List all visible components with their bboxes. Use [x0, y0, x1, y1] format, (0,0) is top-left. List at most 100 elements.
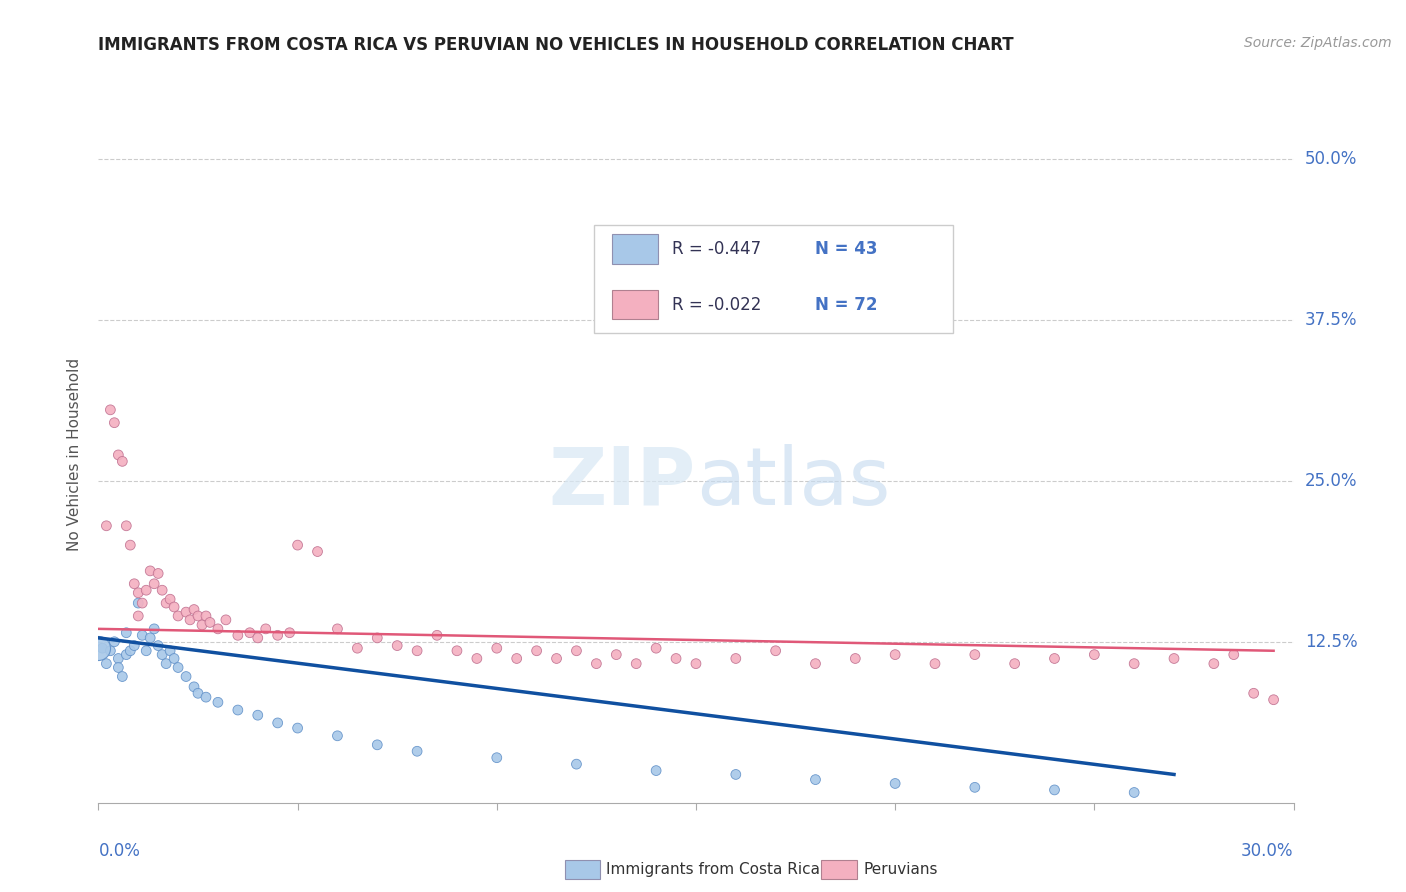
Point — [465, 651, 488, 665]
Point — [884, 776, 907, 790]
FancyBboxPatch shape — [612, 235, 658, 264]
Point — [135, 583, 157, 598]
Point — [1123, 785, 1146, 799]
Point — [159, 644, 181, 658]
Point — [107, 448, 129, 462]
Point — [107, 660, 129, 674]
Point — [624, 657, 647, 671]
Text: 12.5%: 12.5% — [1305, 632, 1357, 651]
Point — [724, 767, 747, 781]
Point — [131, 628, 153, 642]
Point — [143, 576, 166, 591]
Point — [278, 625, 301, 640]
Text: 37.5%: 37.5% — [1305, 310, 1357, 328]
Point — [115, 625, 138, 640]
Point — [159, 592, 181, 607]
Point — [131, 596, 153, 610]
Point — [485, 750, 508, 764]
Point — [1043, 783, 1066, 797]
Point — [1043, 651, 1066, 665]
Point — [1163, 651, 1185, 665]
Point — [924, 657, 946, 671]
Point — [98, 644, 122, 658]
Point — [167, 609, 190, 624]
Text: Peruvians: Peruvians — [863, 862, 938, 877]
Point — [155, 657, 177, 671]
Point — [307, 544, 329, 558]
Point — [174, 669, 197, 683]
Point — [103, 416, 125, 430]
Point — [127, 586, 149, 600]
FancyBboxPatch shape — [612, 290, 658, 319]
Point — [143, 622, 166, 636]
Point — [1004, 657, 1026, 671]
Point — [804, 772, 827, 787]
Point — [167, 660, 190, 674]
Point — [246, 631, 269, 645]
Point — [1202, 657, 1225, 671]
Point — [506, 651, 529, 665]
Point — [207, 695, 229, 709]
Point — [127, 596, 149, 610]
FancyBboxPatch shape — [595, 226, 953, 334]
Text: 25.0%: 25.0% — [1305, 472, 1357, 490]
Point — [804, 657, 827, 671]
Text: N = 72: N = 72 — [815, 295, 877, 314]
Point — [139, 564, 162, 578]
Y-axis label: No Vehicles in Household: No Vehicles in Household — [67, 359, 83, 551]
Point — [565, 757, 588, 772]
Point — [107, 651, 129, 665]
Point — [267, 715, 290, 730]
Point — [366, 631, 388, 645]
Point — [98, 402, 122, 417]
Point — [385, 639, 409, 653]
Point — [139, 631, 162, 645]
Point — [765, 644, 787, 658]
Point — [163, 651, 186, 665]
Point — [287, 538, 309, 552]
Point — [115, 648, 138, 662]
Point — [124, 639, 146, 653]
Point — [96, 657, 118, 671]
Point — [148, 566, 170, 581]
Point — [111, 669, 134, 683]
Point — [183, 680, 205, 694]
Point — [163, 599, 186, 614]
Point — [120, 644, 142, 658]
Point — [246, 708, 269, 723]
Text: 30.0%: 30.0% — [1241, 842, 1294, 860]
Point — [187, 609, 209, 624]
Point — [426, 628, 449, 642]
Text: ZIP: ZIP — [548, 443, 696, 522]
Point — [87, 641, 110, 656]
Text: N = 43: N = 43 — [815, 240, 877, 258]
Point — [103, 634, 125, 648]
Point — [194, 690, 218, 705]
Point — [150, 648, 173, 662]
Text: 0.0%: 0.0% — [98, 842, 141, 860]
Point — [215, 613, 238, 627]
Point — [198, 615, 221, 630]
Point — [1243, 686, 1265, 700]
Point — [148, 639, 170, 653]
Point — [446, 644, 468, 658]
Point — [884, 648, 907, 662]
Point — [724, 651, 747, 665]
Point — [187, 686, 209, 700]
Point — [96, 518, 118, 533]
Point — [267, 628, 290, 642]
Point — [135, 644, 157, 658]
Point — [226, 703, 249, 717]
Point — [645, 641, 668, 656]
Point — [963, 648, 986, 662]
Text: R = -0.022: R = -0.022 — [672, 295, 762, 314]
Text: atlas: atlas — [696, 443, 890, 522]
Point — [150, 583, 173, 598]
Point — [155, 596, 177, 610]
Point — [191, 618, 214, 632]
Point — [124, 576, 146, 591]
Point — [207, 622, 229, 636]
Point — [115, 518, 138, 533]
Point — [239, 625, 262, 640]
Point — [665, 651, 688, 665]
